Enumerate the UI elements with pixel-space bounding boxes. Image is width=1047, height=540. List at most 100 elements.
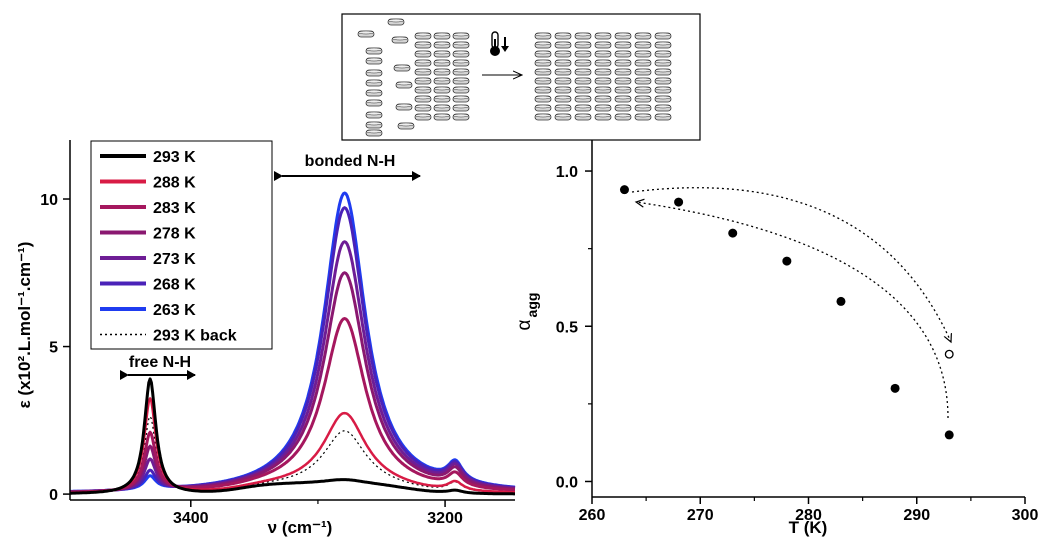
x-axis-label: ν (cm⁻¹)	[268, 518, 333, 537]
stack-disc	[433, 59, 451, 67]
stack-disc	[614, 59, 632, 67]
stack-disc	[614, 77, 632, 85]
small-stacks	[414, 32, 470, 121]
stack-disc	[554, 77, 572, 85]
stack-disc	[414, 32, 432, 40]
spectrum-line	[69, 240, 516, 494]
stack-disc	[554, 59, 572, 67]
y-axis-label: ε (x10².L.mol⁻¹.cm⁻¹)	[15, 242, 34, 409]
stack-disc	[433, 104, 451, 112]
stack-disc	[594, 50, 612, 58]
stack-disc	[654, 86, 672, 94]
x-tick-label: 3400	[173, 510, 209, 527]
stack-disc	[654, 95, 672, 103]
monomer-disc	[395, 81, 413, 89]
stack-disc	[452, 77, 470, 85]
stack-disc	[414, 113, 432, 121]
cooling-return-arrow	[631, 187, 951, 342]
spectrum-line	[70, 415, 515, 494]
monomer-disc	[365, 79, 383, 87]
x-ticks: 260 270 280 290 300	[579, 497, 1038, 524]
legend-item: 263 K	[100, 302, 196, 319]
stack-disc	[452, 104, 470, 112]
monomer-disc	[397, 122, 415, 130]
stack-disc	[534, 68, 552, 76]
stack-disc	[614, 32, 632, 40]
stack-disc	[433, 113, 451, 121]
stack-disc	[614, 86, 632, 94]
y-tick-label: 0.0	[556, 474, 578, 491]
stack-disc	[574, 32, 592, 40]
legend-item: 278 K	[100, 226, 196, 243]
stack-disc	[654, 32, 672, 40]
stack-disc	[594, 104, 612, 112]
data-point	[890, 383, 900, 393]
stack-disc	[574, 104, 592, 112]
legend-label: 278 K	[153, 226, 196, 243]
stack-disc	[414, 86, 432, 94]
stack-disc	[654, 68, 672, 76]
data-point	[944, 430, 954, 440]
stack-disc	[554, 104, 572, 112]
stack-disc	[534, 32, 552, 40]
stack-disc	[614, 41, 632, 49]
y-axis-label: α agg	[514, 293, 540, 331]
legend-item: 268 K	[100, 277, 196, 294]
monomer-disc	[365, 47, 383, 55]
stack-disc	[594, 77, 612, 85]
stack-disc	[614, 104, 632, 112]
legend-item: 288 K	[100, 175, 196, 192]
data-points	[619, 185, 954, 440]
ir-spectra-plot: 3400 3200 0 5 10 ν (cm⁻¹) ε (x10².L.mol⁻¹.c…	[15, 140, 516, 537]
monomer-disc	[365, 99, 383, 107]
stack-disc	[452, 41, 470, 49]
x-tick-label: 270	[687, 507, 714, 524]
x-axis-label: T (K)	[789, 518, 828, 537]
stack-disc	[414, 68, 432, 76]
stack-disc	[594, 86, 612, 94]
stack-disc	[554, 32, 572, 40]
y-ticks: 0 5 10	[40, 192, 70, 504]
x-tick-label: 3200	[427, 510, 463, 527]
monomer-disc	[365, 111, 383, 119]
stack-disc	[534, 50, 552, 58]
stack-disc	[634, 86, 652, 94]
stack-disc	[433, 95, 451, 103]
stack-disc	[614, 95, 632, 103]
stack-disc	[452, 113, 470, 121]
stack-disc	[452, 95, 470, 103]
stack-disc	[594, 59, 612, 67]
data-point	[674, 197, 684, 207]
monomer-discs	[357, 18, 415, 137]
monomer-disc	[365, 89, 383, 97]
legend-label: 268 K	[153, 277, 196, 294]
stack-disc	[452, 68, 470, 76]
legend-item: 283 K	[100, 200, 196, 217]
legend-label: 263 K	[153, 302, 196, 319]
legend-label: 293 K	[153, 149, 196, 166]
legend-item: 293 K	[100, 149, 196, 166]
stack-disc	[433, 68, 451, 76]
stack-disc	[594, 95, 612, 103]
y-tick-label: 0.5	[556, 319, 578, 336]
stack-disc	[554, 86, 572, 94]
stack-disc	[634, 59, 652, 67]
stack-disc	[654, 113, 672, 121]
stack-disc	[594, 41, 612, 49]
monomer-disc	[365, 57, 383, 65]
stack-disc	[574, 95, 592, 103]
stack-disc	[634, 50, 652, 58]
bonded-nh-label: bonded N-H	[305, 153, 396, 170]
stack-disc	[414, 41, 432, 49]
stack-disc	[534, 113, 552, 121]
y-tick-label: 1.0	[556, 164, 578, 181]
stack-disc	[634, 113, 652, 121]
stack-disc	[414, 77, 432, 85]
stack-disc	[534, 77, 552, 85]
stack-disc	[574, 68, 592, 76]
stack-disc	[594, 113, 612, 121]
legend-label: 293 K back	[153, 328, 237, 345]
cooling-arrow	[636, 202, 949, 419]
y-tick-label: 10	[40, 192, 58, 209]
stack-disc	[452, 59, 470, 67]
